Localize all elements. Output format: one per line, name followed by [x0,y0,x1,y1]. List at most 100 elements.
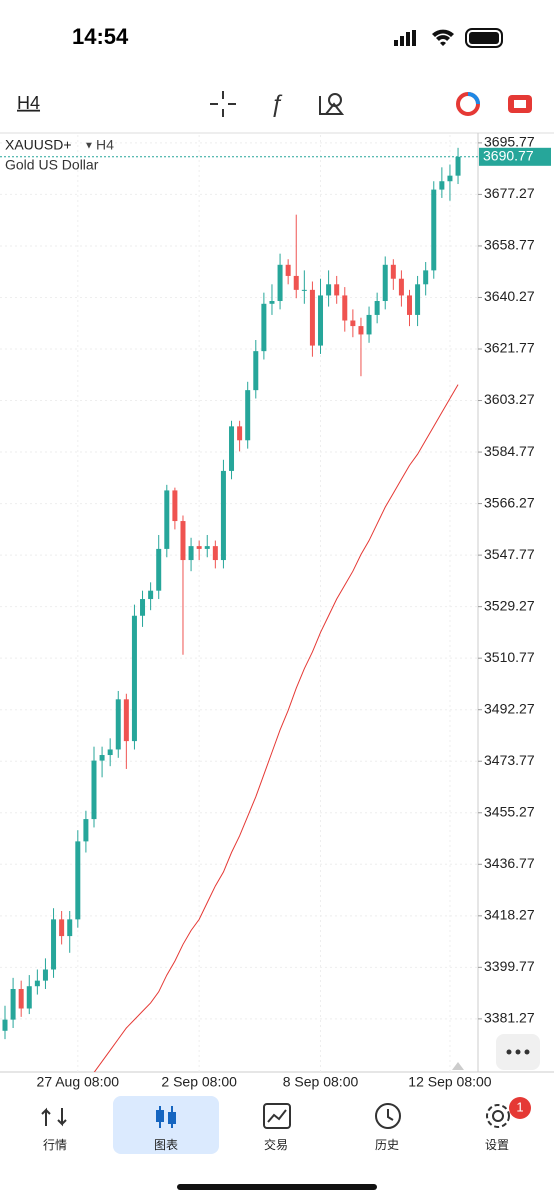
candle-body [350,320,356,327]
candle-body [212,546,218,561]
candle-body [277,264,283,302]
plot-area [0,135,478,1072]
candle-body [204,546,210,549]
more-button[interactable] [496,1034,540,1070]
y-tick-label: 3399.77 [484,958,535,974]
y-tick-label: 3584.77 [484,443,535,459]
candle-body [398,278,404,296]
candle-body [83,819,89,842]
candle-body [107,749,113,756]
candle-body [407,295,412,315]
y-tick-label: 3510.77 [484,649,535,665]
status-time: 14:54 [72,24,129,49]
y-tick-label: 3418.27 [484,907,535,923]
x-tick-label: 2 Sep 08:00 [161,1074,237,1090]
objects-button[interactable] [319,93,345,115]
candle-body [42,969,48,981]
y-tick-label: 3455.27 [484,803,535,819]
indicators-button[interactable]: ƒ [270,90,283,117]
candle-body [2,1019,8,1031]
y-tick-label: 3436.77 [484,855,535,871]
y-tick-label: 3566.27 [484,494,535,510]
badge [509,1097,531,1119]
candle-body [229,426,235,471]
candle-body [269,301,275,304]
candle-body [293,275,299,290]
candle-body [342,295,348,321]
y-tick-label: 3695.77 [484,134,535,150]
active-tab [113,1096,219,1154]
candle-body [358,326,364,335]
candle-body [366,314,372,335]
candle-body [326,284,332,296]
candle-body [10,988,16,1020]
candle-body [220,470,226,561]
dropdown-arrow[interactable]: ▼ [84,141,94,152]
x-tick-label: 12 Sep 08:00 [408,1074,492,1090]
y-tick-label: 3381.27 [484,1010,535,1026]
y-tick-label: 3547.77 [484,546,535,562]
candle-body [18,988,24,1009]
candle-body [301,289,307,291]
y-tick-label: 3492.27 [484,700,535,716]
candle-body [237,426,243,441]
candle-body [309,289,315,346]
candle-body [172,490,178,522]
candle-body [196,546,202,549]
candle-body [415,284,421,315]
badge-count: 1 [516,1099,523,1114]
candle-body [26,986,32,1009]
candle-body [261,303,267,352]
candle-body [390,264,396,279]
nav-label[interactable]: 交易 [264,1137,288,1152]
candle-body [285,264,291,276]
crosshair-button[interactable] [210,91,236,117]
candle-body [115,699,121,750]
y-tick-label: 3603.27 [484,391,535,407]
moving-average [93,384,459,1072]
y-tick-label: 3473.77 [484,752,535,768]
account-button[interactable] [456,92,480,116]
candle-body [75,841,81,920]
trade-button[interactable] [508,95,532,113]
candle-body [188,546,194,561]
candle-body [164,490,170,549]
symbol-description: Gold US Dollar [5,157,99,173]
chart: 3695.77 3677.27 3658.77 3640.27 3621.77 3603.… [0,134,551,1090]
candle-body [318,295,324,346]
candle-body [423,270,429,285]
candle-body [431,189,437,271]
x-tick-label: 8 Sep 08:00 [283,1074,359,1090]
candle-body [447,175,453,182]
candle-body [455,156,461,176]
home-indicator [177,1184,377,1190]
nav-label[interactable]: 图表 [154,1138,178,1152]
candle-body [253,351,259,391]
candle-body [334,284,340,296]
candle-body [245,390,251,441]
y-tick-label: 3640.27 [484,288,535,304]
y-tick-label: 3529.27 [484,597,535,613]
nav-icons [41,1103,510,1129]
y-tick-label: 3677.27 [484,185,535,201]
nav-label[interactable]: 行情 [43,1138,67,1152]
candle-body [382,264,388,302]
symbol: XAUUSD+ [5,137,72,153]
candle-body [439,181,445,190]
candle-body [59,919,65,937]
candle-body [123,699,129,742]
candle-body [148,590,154,600]
nav-label[interactable]: 历史 [375,1138,399,1152]
candle-body [131,615,137,742]
last-price-label: 3690.77 [483,148,534,164]
candle-body [67,919,73,937]
scroll-marker [452,1062,464,1070]
candle-body [374,301,380,315]
candle-body [156,548,162,591]
timeframe-button[interactable]: H4 [17,93,40,113]
candle-body [34,980,40,987]
candle-body [91,760,97,820]
nav-label[interactable]: 设置 [485,1138,509,1152]
y-tick-label: 3621.77 [484,340,535,356]
